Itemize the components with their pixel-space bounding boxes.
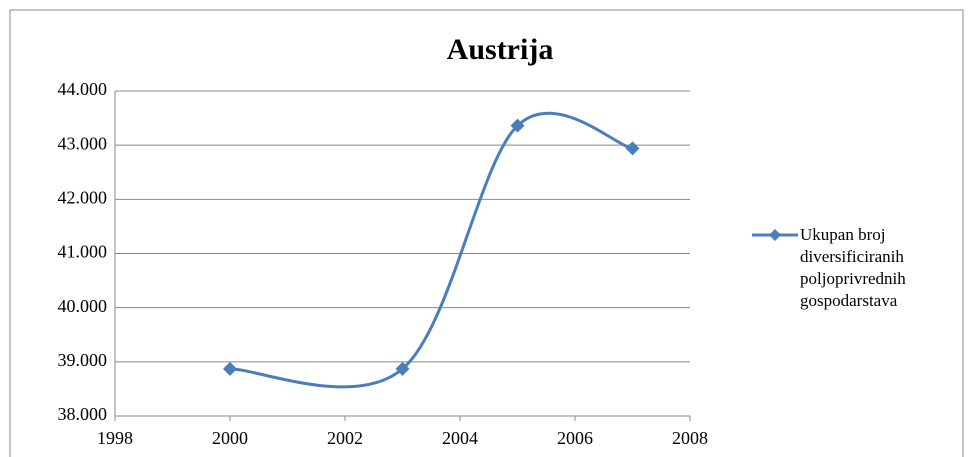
legend-marker [769,229,781,241]
x-tick-label: 2000 [212,428,248,448]
chart-title: Austrija [447,33,554,66]
x-tick-label: 2006 [557,428,593,448]
y-tick-label: 41.000 [58,242,108,262]
y-tick-label: 40.000 [58,296,108,316]
data-point [510,118,525,133]
data-point [223,361,237,376]
series-line [229,111,633,389]
y-tick-label: 44.000 [58,79,108,99]
legend-label: Ukupan broj diversificiranih poljoprivre… [800,225,906,310]
data-point [625,141,640,156]
data-point [395,361,410,376]
x-tick-label: 1998 [97,428,133,448]
x-tick-label: 2004 [442,428,478,448]
x-tick-label: 2002 [327,428,363,448]
chart-frame [9,9,964,457]
y-tick-label: 42.000 [58,187,108,207]
y-tick-label: 39.000 [58,350,108,370]
x-tick-label: 2008 [672,428,708,448]
y-tick-label: 38.000 [58,404,108,424]
y-tick-label: 43.000 [58,133,108,153]
